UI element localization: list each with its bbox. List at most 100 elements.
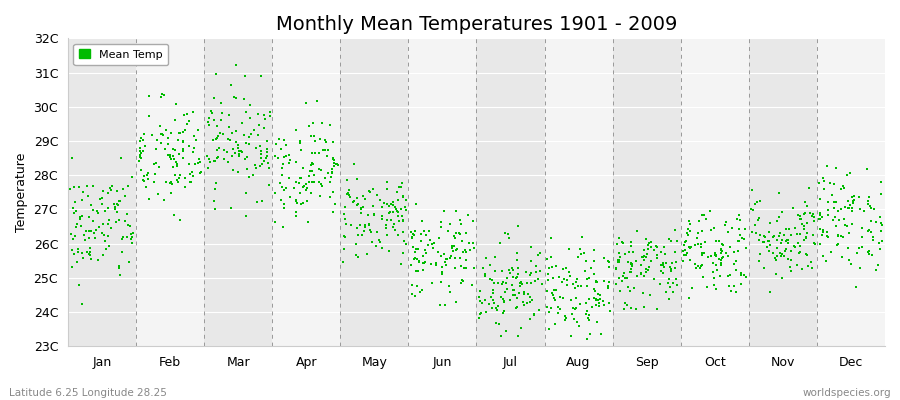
Point	[351, 201, 365, 207]
Point	[691, 241, 706, 247]
Point	[101, 220, 115, 227]
Point	[166, 153, 180, 159]
Point	[120, 234, 134, 240]
Point	[166, 146, 180, 152]
Point	[819, 258, 833, 264]
Point	[846, 198, 860, 204]
Point	[520, 280, 535, 286]
Point	[477, 297, 491, 303]
Point	[649, 243, 663, 250]
Point	[573, 250, 588, 257]
Point	[756, 238, 770, 245]
Point	[354, 210, 368, 217]
Point	[566, 281, 580, 287]
Point	[695, 252, 709, 259]
Point	[84, 228, 98, 234]
Point	[646, 276, 661, 282]
Point	[330, 161, 345, 167]
Point	[136, 148, 150, 154]
Point	[431, 248, 446, 255]
Point	[524, 280, 538, 287]
Point	[659, 289, 673, 296]
Point	[821, 207, 835, 214]
Point	[362, 221, 376, 228]
Point	[293, 147, 308, 154]
Point	[278, 184, 293, 191]
Point	[125, 234, 140, 240]
Point	[790, 230, 805, 237]
Point	[769, 256, 783, 263]
Point	[569, 305, 583, 311]
Point	[202, 122, 216, 128]
Point	[624, 288, 638, 295]
Point	[496, 279, 510, 286]
Point	[180, 121, 194, 128]
Point	[745, 229, 760, 236]
Point	[325, 169, 339, 175]
Point	[416, 266, 430, 273]
Point	[850, 250, 864, 256]
Point	[697, 211, 711, 218]
Point	[121, 183, 135, 190]
Point	[367, 212, 382, 218]
Point	[337, 246, 351, 252]
Point	[74, 223, 88, 230]
Point	[780, 237, 795, 244]
Point	[453, 255, 467, 262]
Point	[833, 206, 848, 212]
Point	[813, 241, 827, 248]
Point	[730, 248, 744, 254]
Point	[580, 282, 595, 289]
Point	[835, 182, 850, 189]
Point	[438, 258, 453, 265]
Point	[409, 201, 423, 207]
Point	[770, 253, 784, 260]
Point	[698, 239, 712, 246]
Point	[395, 193, 410, 200]
Point	[185, 172, 200, 179]
Point	[708, 250, 723, 256]
Point	[253, 73, 267, 79]
Point	[573, 246, 588, 252]
Point	[691, 230, 706, 236]
Point	[869, 267, 884, 274]
Point	[84, 202, 98, 208]
Point	[409, 246, 423, 252]
Point	[182, 118, 196, 124]
Point	[112, 265, 127, 272]
Point	[449, 230, 464, 236]
Point	[831, 233, 845, 240]
Point	[874, 228, 888, 234]
Point	[369, 243, 383, 250]
Point	[586, 286, 600, 292]
Point	[158, 127, 173, 133]
Point	[448, 298, 463, 305]
Point	[101, 204, 115, 211]
Point	[173, 172, 187, 178]
Point	[290, 200, 304, 206]
Point	[459, 257, 473, 264]
Point	[271, 155, 285, 161]
Point	[708, 286, 723, 292]
Point	[83, 249, 97, 255]
Point	[494, 294, 508, 300]
Point	[134, 135, 148, 141]
Point	[826, 199, 841, 205]
Point	[67, 210, 81, 216]
Point	[75, 196, 89, 203]
Point	[602, 264, 616, 271]
Point	[698, 250, 712, 256]
Point	[319, 139, 333, 145]
Point	[276, 160, 291, 167]
Point	[506, 287, 520, 294]
Point	[114, 236, 129, 242]
Point	[440, 228, 454, 234]
Point	[315, 120, 329, 126]
Point	[873, 220, 887, 226]
Point	[799, 229, 814, 236]
Point	[405, 291, 419, 298]
Point	[207, 198, 221, 205]
Point	[805, 212, 819, 219]
Point	[254, 155, 268, 161]
Point	[821, 234, 835, 240]
